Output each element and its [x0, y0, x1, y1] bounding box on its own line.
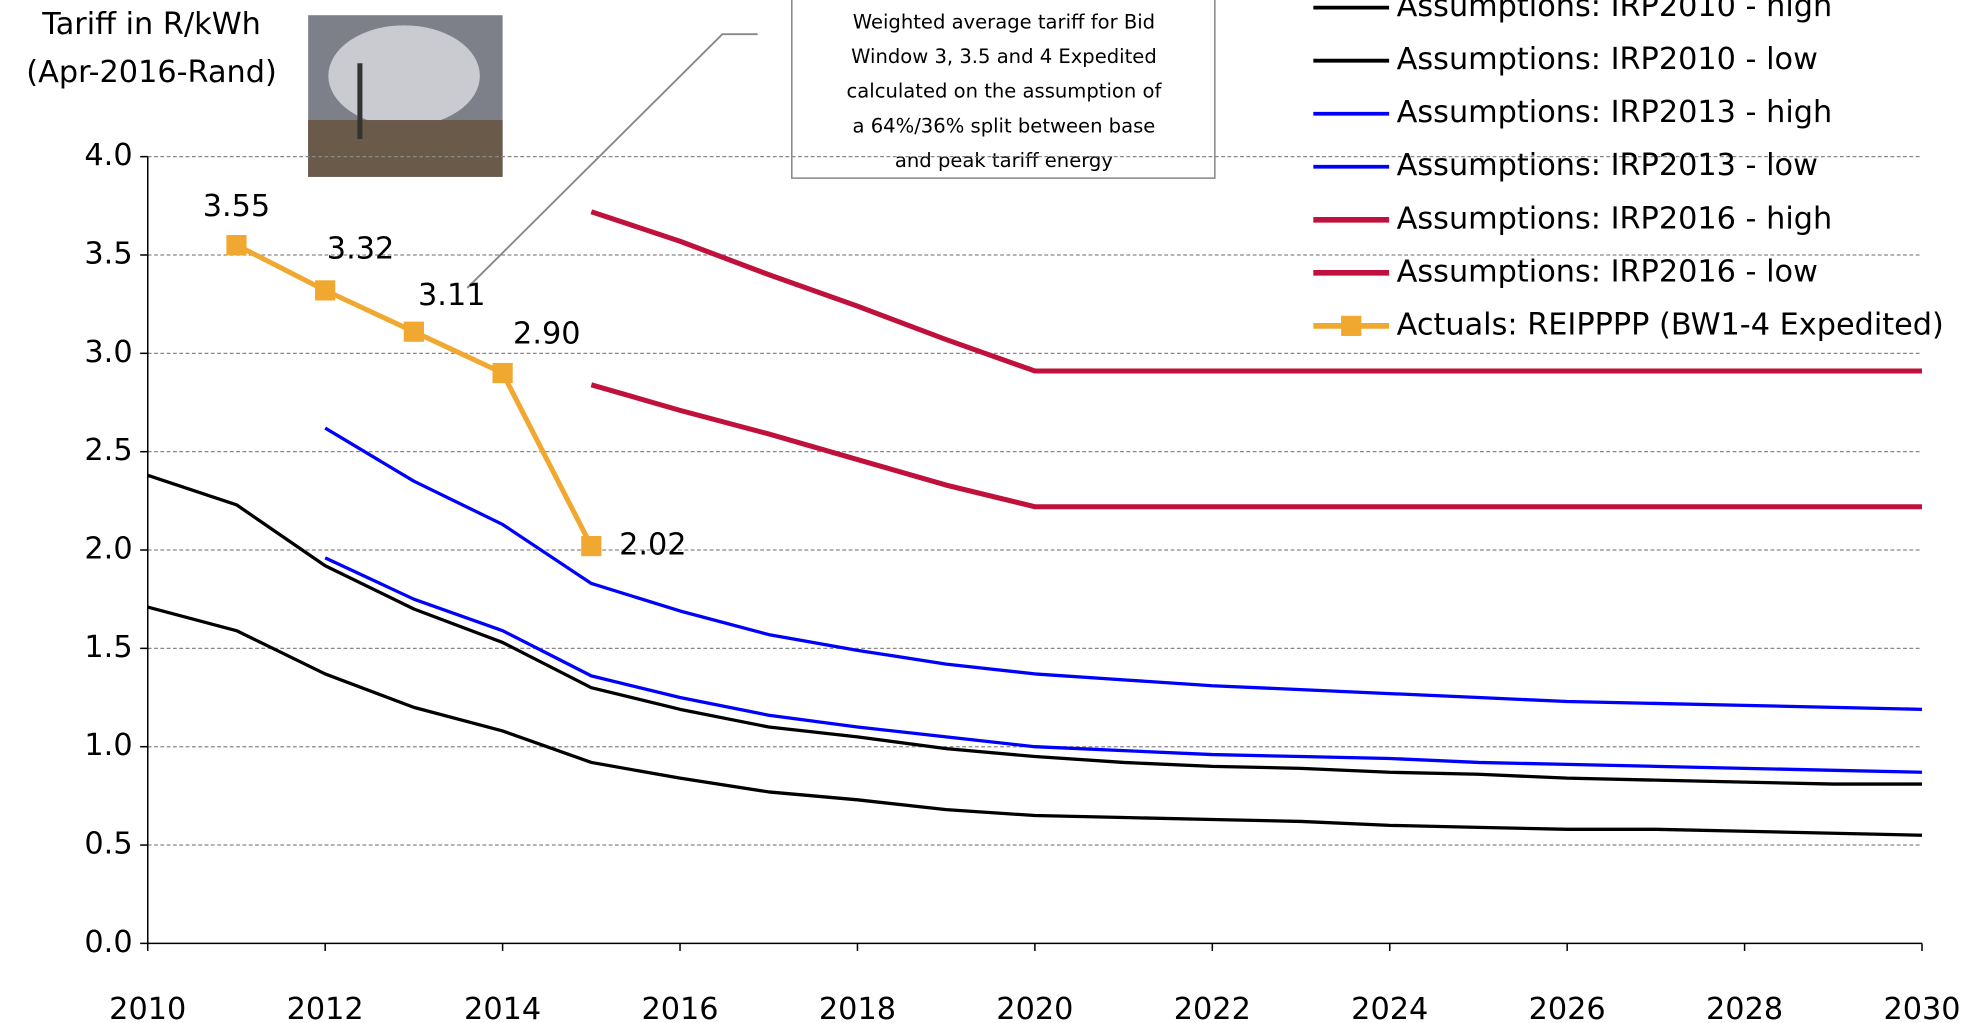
legend-label: Assumptions: IRP2016 - high [1397, 201, 1833, 236]
series-line [148, 475, 1922, 784]
legend-label: Assumptions: IRP2013 - high [1397, 95, 1833, 130]
x-tick-label: 2024 [1351, 992, 1428, 1023]
data-label: 3.32 [327, 231, 394, 266]
legend-label: Assumptions: IRP2010 - high [1397, 0, 1833, 24]
data-label: 2.90 [513, 317, 580, 352]
marker [226, 235, 246, 255]
series-line [325, 428, 1922, 709]
x-tick-label: 2014 [464, 992, 541, 1023]
x-tick-label: 2026 [1529, 992, 1606, 1023]
x-tick-label: 2028 [1706, 992, 1783, 1023]
legend-label: Assumptions: IRP2013 - low [1397, 148, 1818, 183]
x-tick-label: 2018 [819, 992, 896, 1023]
marker [493, 363, 513, 383]
y-label: (Apr-2016-Rand) [26, 55, 276, 90]
series-line [148, 607, 1922, 835]
legend-label: Assumptions: IRP2016 - low [1397, 254, 1818, 289]
y-tick-label: 2.0 [84, 532, 132, 567]
x-tick-label: 2010 [109, 992, 186, 1023]
y-label: Tariff in R/kWh [41, 7, 261, 42]
marker [404, 322, 424, 342]
annotation-text: Window 3, 3.5 and 4 Expedited [851, 45, 1157, 68]
chart: Tariff in R/kWh (Apr-2016-Rand) Weighted… [0, 0, 1970, 1023]
photo [308, 15, 502, 177]
y-tick-label: 2.5 [84, 433, 132, 468]
x-tick-label: 2020 [996, 992, 1073, 1023]
x-tick-label: 2016 [641, 992, 718, 1023]
annotation-text: and peak tariff energy [895, 149, 1113, 172]
data-label: 2.02 [619, 528, 686, 563]
legend-label: Actuals: REIPPPP (BW1-4 Expedited) [1397, 307, 1944, 342]
marker [315, 280, 335, 300]
x-tick-label: 2022 [1174, 992, 1251, 1023]
data-label: 3.11 [418, 278, 485, 313]
y-tick-label: 1.5 [84, 630, 132, 665]
series-line [325, 558, 1922, 772]
marker [581, 536, 601, 556]
series-line [591, 385, 1922, 507]
y-tick-label: 3.5 [84, 236, 132, 271]
legend-marker [1341, 316, 1361, 336]
annotation-text: a 64%/36% split between base [853, 114, 1156, 137]
y-tick-label: 1.0 [84, 728, 132, 763]
y-tick-label: 0.0 [84, 925, 132, 960]
y-tick-label: 4.0 [84, 138, 132, 173]
data-label: 3.55 [203, 189, 270, 224]
series-line [236, 245, 591, 546]
y-tick-label: 0.5 [84, 827, 132, 862]
y-tick-label: 3.0 [84, 335, 132, 370]
x-tick-label: 2030 [1883, 992, 1960, 1023]
x-tick-label: 2012 [287, 992, 364, 1023]
annotation [467, 0, 1215, 288]
legend-label: Assumptions: IRP2010 - low [1397, 42, 1818, 77]
annotation-text: Weighted average tariff for Bid [853, 10, 1155, 33]
annotation-text: calculated on the assumption of [847, 80, 1163, 103]
